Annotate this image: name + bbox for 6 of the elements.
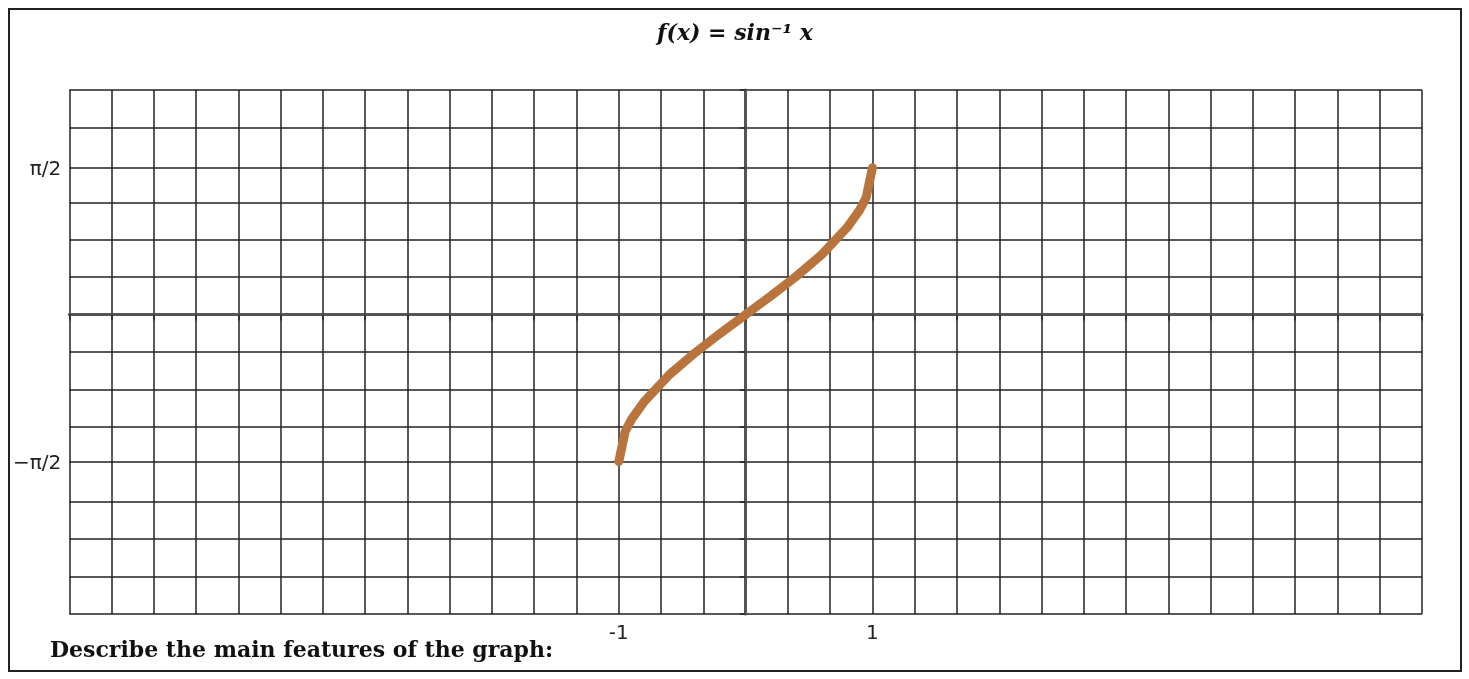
y-tick-label: −π/2 bbox=[13, 449, 62, 474]
text: Describe the main features of the graph: bbox=[50, 636, 554, 662]
x-tick-label: 1 bbox=[866, 620, 879, 644]
chart-title: f(x) = sin⁻¹ x bbox=[655, 19, 814, 45]
x-tick-label: -1 bbox=[608, 620, 629, 644]
y-tick-label: π/2 bbox=[29, 155, 62, 180]
